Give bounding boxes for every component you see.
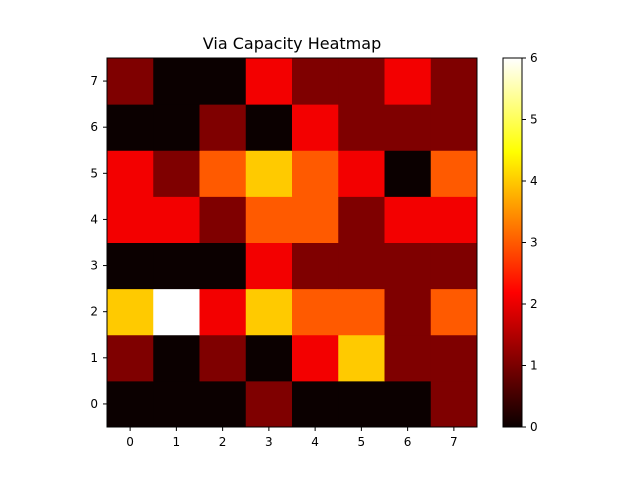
plot-frame: [106, 57, 478, 428]
heatmap-cell: [430, 288, 478, 336]
heatmap-cell: [430, 242, 478, 290]
heatmap-cell: [153, 242, 200, 290]
y-tick-label: 0: [90, 397, 98, 411]
heatmap-cell: [107, 104, 154, 151]
heatmap-cell: [338, 150, 385, 197]
colorbar-tick-label: 6: [530, 51, 538, 65]
heatmap-cell: [153, 380, 200, 428]
heatmap-cell: [292, 288, 339, 336]
heatmap-cell: [107, 334, 154, 382]
x-tick-label: 2: [219, 435, 227, 449]
heatmap-cell: [199, 104, 247, 151]
heatmap-cell: [199, 150, 247, 197]
heatmap-cell: [107, 242, 154, 290]
x-tick-label: 5: [358, 435, 366, 449]
heatmap-cell: [384, 334, 432, 382]
colorbar-tick-label: 2: [530, 297, 538, 311]
heatmap-cell: [292, 58, 339, 105]
heatmap-cell: [384, 150, 432, 197]
heatmap-cell: [245, 242, 293, 290]
heatmap-cell: [107, 288, 154, 336]
heatmap-cell: [245, 58, 293, 105]
y-tick-label: 1: [90, 351, 98, 365]
x-axis: 0 1 2 3 4 5 6 7: [126, 427, 458, 449]
heatmap-cell: [338, 334, 385, 382]
heatmap-cell: [245, 288, 293, 336]
y-tick-label: 4: [90, 212, 98, 226]
heatmap-cell: [199, 288, 247, 336]
x-tick-label: 0: [126, 435, 134, 449]
heatmap-cell: [107, 380, 154, 428]
heatmap-cell: [292, 196, 339, 243]
y-tick-label: 6: [90, 120, 98, 134]
heatmap-cell: [107, 150, 154, 197]
heatmap-cell: [292, 380, 339, 428]
heatmap-cell: [199, 58, 247, 105]
colorbar-tick-label: 3: [530, 236, 538, 250]
heatmap-cell: [245, 380, 293, 428]
heatmap-cell: [430, 196, 478, 243]
x-tick-label: 1: [173, 435, 181, 449]
heatmap-cell: [107, 58, 154, 105]
heatmap-cell: [338, 288, 385, 336]
y-tick-label: 2: [90, 305, 98, 319]
heatmap-cell: [245, 334, 293, 382]
heatmap-cell: [199, 242, 247, 290]
heatmap-cell: [430, 334, 478, 382]
x-tick-label: 6: [404, 435, 412, 449]
heatmap-cell: [245, 150, 293, 197]
heatmap-cell: [430, 150, 478, 197]
heatmap-cell: [153, 288, 200, 336]
colorbar-tick-label: 1: [530, 359, 538, 373]
heatmap-cell: [292, 334, 339, 382]
heatmap-cell: [384, 58, 432, 105]
heatmap-cell: [292, 242, 339, 290]
heatmap-cell: [292, 104, 339, 151]
heatmap-cell: [384, 380, 432, 428]
colorbar-axis: 0 1 2 3 4 5 6: [522, 51, 538, 434]
heatmap-cell: [199, 196, 247, 243]
heatmap-cell: [292, 150, 339, 197]
heatmap-cell: [153, 334, 200, 382]
x-tick-label: 7: [450, 435, 458, 449]
heatmap-cell: [153, 196, 200, 243]
heatmap-cell: [384, 196, 432, 243]
heatmap-cell: [245, 196, 293, 243]
heatmap-cell: [107, 196, 154, 243]
heatmap-cell: [384, 242, 432, 290]
heatmap-cell: [153, 150, 200, 197]
heatmap-cell: [245, 104, 293, 151]
heatmap-cell: [338, 380, 385, 428]
chart-title: Via Capacity Heatmap: [203, 34, 381, 53]
y-tick-label: 7: [90, 74, 98, 88]
y-axis: 0 1 2 3 4 5 6 7: [90, 74, 107, 411]
heatmap-cell: [153, 104, 200, 151]
heatmap-cell: [430, 58, 478, 105]
colorbar-tick-label: 0: [530, 420, 538, 434]
heatmap-cell: [338, 196, 385, 243]
heatmap-cells: [107, 58, 478, 428]
x-tick-label: 4: [311, 435, 319, 449]
colorbar: [502, 57, 523, 428]
heatmap-cell: [153, 58, 200, 105]
heatmap-cell: [338, 104, 385, 151]
heatmap-cell: [199, 334, 247, 382]
heatmap-cell: [199, 380, 247, 428]
heatmap-cell: [338, 58, 385, 105]
heatmap-cell: [384, 104, 432, 151]
colorbar-tick-label: 4: [530, 174, 538, 188]
y-tick-label: 5: [90, 166, 98, 180]
heatmap-cell: [384, 288, 432, 336]
heatmap-cell: [430, 104, 478, 151]
colorbar-tick-label: 5: [530, 113, 538, 127]
y-tick-label: 3: [90, 259, 98, 273]
heatmap-cell: [430, 380, 478, 428]
heatmap-cell: [338, 242, 385, 290]
x-tick-label: 3: [265, 435, 273, 449]
